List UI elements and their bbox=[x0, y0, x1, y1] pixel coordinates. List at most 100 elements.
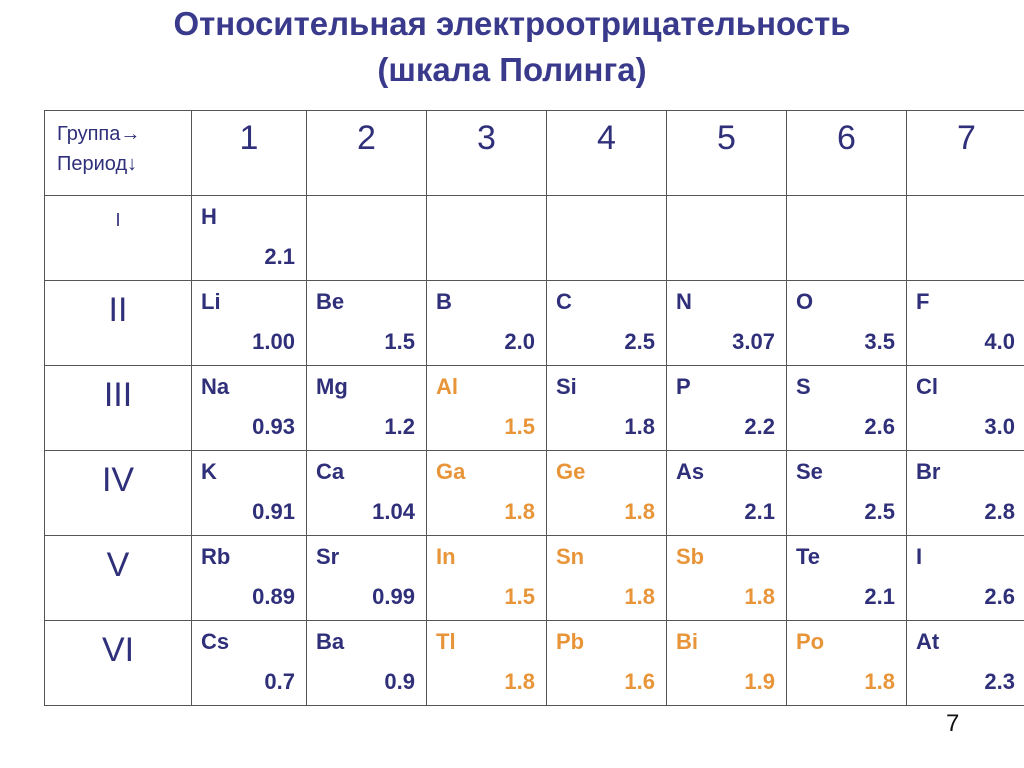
element-cell: Po 1.8 bbox=[786, 620, 907, 706]
header-row: Группа→ Период↓ 1 2 3 4 5 6 7 bbox=[44, 110, 1024, 196]
period-label: VI bbox=[101, 631, 135, 669]
page-number: 7 bbox=[946, 710, 960, 737]
element-entry: Ge 1.8 bbox=[547, 451, 666, 535]
element-entry: Sb 1.8 bbox=[667, 536, 786, 620]
element-cell: Bi 1.9 bbox=[666, 620, 787, 706]
corner-group-label: Группа→ bbox=[57, 123, 141, 145]
element-cell: Al 1.5 bbox=[426, 365, 547, 451]
element-entry: Bi 1.9 bbox=[667, 621, 786, 705]
table-row: V Rb 0.89 Sr 0.99 In 1.5 Sn 1.8 Sb 1.8 Te 2.1 I 2.6 bbox=[44, 535, 1024, 621]
electronegativity-value: 0.99 bbox=[372, 584, 415, 609]
electronegativity-value: 2.5 bbox=[624, 329, 655, 354]
electronegativity-value: 2.2 bbox=[744, 414, 775, 439]
element-symbol: Cl bbox=[916, 374, 938, 399]
electronegativity-value: 2.5 bbox=[864, 499, 895, 524]
electronegativity-table: Группа→ Период↓ 1 2 3 4 5 6 7 I H 2.1 II Li 1… bbox=[44, 110, 1024, 706]
electronegativity-value: 1.00 bbox=[252, 329, 295, 354]
element-symbol: Sr bbox=[316, 544, 340, 569]
group-header: 5 bbox=[666, 110, 787, 196]
element-entry: Po 1.8 bbox=[787, 621, 906, 705]
element-entry: Cl 3.0 bbox=[907, 366, 1024, 450]
electronegativity-value: 0.93 bbox=[252, 414, 295, 439]
element-cell: Sn 1.8 bbox=[546, 535, 667, 621]
element-entry: Li 1.00 bbox=[192, 281, 306, 365]
element-symbol: Ga bbox=[436, 459, 466, 484]
period-label: I bbox=[115, 210, 121, 230]
element-symbol: F bbox=[916, 289, 930, 314]
element-symbol: In bbox=[436, 544, 456, 569]
element-entry: Sn 1.8 bbox=[547, 536, 666, 620]
element-cell: N 3.07 bbox=[666, 280, 787, 366]
element-entry: Pb 1.6 bbox=[547, 621, 666, 705]
element-cell: Se 2.5 bbox=[786, 450, 907, 536]
element-cell: I 2.6 bbox=[906, 535, 1024, 621]
electronegativity-value: 1.04 bbox=[372, 499, 415, 524]
group-number: 6 bbox=[837, 119, 856, 157]
electronegativity-value: 1.8 bbox=[504, 669, 535, 694]
electronegativity-value: 3.0 bbox=[984, 414, 1015, 439]
element-symbol: Sb bbox=[676, 544, 705, 569]
element-symbol: P bbox=[676, 374, 691, 399]
electronegativity-value: 1.8 bbox=[504, 499, 535, 524]
group-header: 4 bbox=[546, 110, 667, 196]
element-entry: As 2.1 bbox=[667, 451, 786, 535]
element-symbol: Mg bbox=[316, 374, 348, 399]
element-symbol: Cs bbox=[201, 629, 230, 654]
electronegativity-value: 1.8 bbox=[624, 584, 655, 609]
period-label: IV bbox=[101, 461, 135, 499]
element-entry: H 2.1 bbox=[192, 196, 306, 280]
element-entry: Te 2.1 bbox=[787, 536, 906, 620]
element-symbol: Pb bbox=[556, 629, 585, 654]
electronegativity-value: 2.1 bbox=[864, 584, 895, 609]
electronegativity-value: 1.5 bbox=[504, 414, 535, 439]
element-entry: K 0.91 bbox=[192, 451, 306, 535]
electronegativity-value: 1.8 bbox=[864, 669, 895, 694]
electronegativity-value: 4.0 bbox=[984, 329, 1015, 354]
element-symbol: Al bbox=[436, 374, 458, 399]
element-symbol: K bbox=[201, 459, 217, 484]
element-entry: Be 1.5 bbox=[307, 281, 426, 365]
group-number: 1 bbox=[239, 119, 259, 157]
element-cell: C 2.5 bbox=[546, 280, 667, 366]
period-header: II bbox=[44, 280, 192, 366]
period-header: I bbox=[44, 195, 192, 281]
element-symbol: Ba bbox=[316, 629, 345, 654]
element-symbol: Na bbox=[201, 374, 230, 399]
element-cell: In 1.5 bbox=[426, 535, 547, 621]
element-entry: I 2.6 bbox=[907, 536, 1024, 620]
element-cell: Ca 1.04 bbox=[306, 450, 427, 536]
element-cell: Br 2.8 bbox=[906, 450, 1024, 536]
element-cell: At 2.3 bbox=[906, 620, 1024, 706]
electronegativity-value: 1.8 bbox=[624, 499, 655, 524]
period-label: V bbox=[106, 546, 130, 584]
electronegativity-value: 2.1 bbox=[264, 244, 295, 269]
group-header: 6 bbox=[786, 110, 907, 196]
element-entry: Ba 0.9 bbox=[307, 621, 426, 705]
page-subtitle: (шкала Полинга) bbox=[377, 51, 647, 88]
table-row: VI Cs 0.7 Ba 0.9 Tl 1.8 Pb 1.6 Bi 1.9 Po 1.8 At 2.3 bbox=[44, 620, 1024, 706]
electronegativity-value: 0.89 bbox=[252, 584, 295, 609]
element-cell: Si 1.8 bbox=[546, 365, 667, 451]
element-symbol: Te bbox=[796, 544, 821, 569]
group-header: 2 bbox=[306, 110, 427, 196]
element-cell bbox=[666, 195, 787, 281]
element-entry: In 1.5 bbox=[427, 536, 546, 620]
element-entry: S 2.6 bbox=[787, 366, 906, 450]
element-cell: Na 0.93 bbox=[191, 365, 307, 451]
element-entry: Sr 0.99 bbox=[307, 536, 426, 620]
element-symbol: Bi bbox=[676, 629, 698, 654]
element-entry: Ga 1.8 bbox=[427, 451, 546, 535]
element-cell: Sb 1.8 bbox=[666, 535, 787, 621]
group-header: 3 bbox=[426, 110, 547, 196]
element-symbol: I bbox=[916, 544, 923, 569]
electronegativity-value: 0.91 bbox=[252, 499, 295, 524]
period-header: III bbox=[44, 365, 192, 451]
element-cell: H 2.1 bbox=[191, 195, 307, 281]
electronegativity-value: 1.6 bbox=[624, 669, 655, 694]
element-symbol: S bbox=[796, 374, 811, 399]
period-label: III bbox=[103, 376, 133, 414]
element-cell: Cs 0.7 bbox=[191, 620, 307, 706]
element-entry: Al 1.5 bbox=[427, 366, 546, 450]
element-cell: P 2.2 bbox=[666, 365, 787, 451]
electronegativity-value: 1.9 bbox=[744, 669, 775, 694]
